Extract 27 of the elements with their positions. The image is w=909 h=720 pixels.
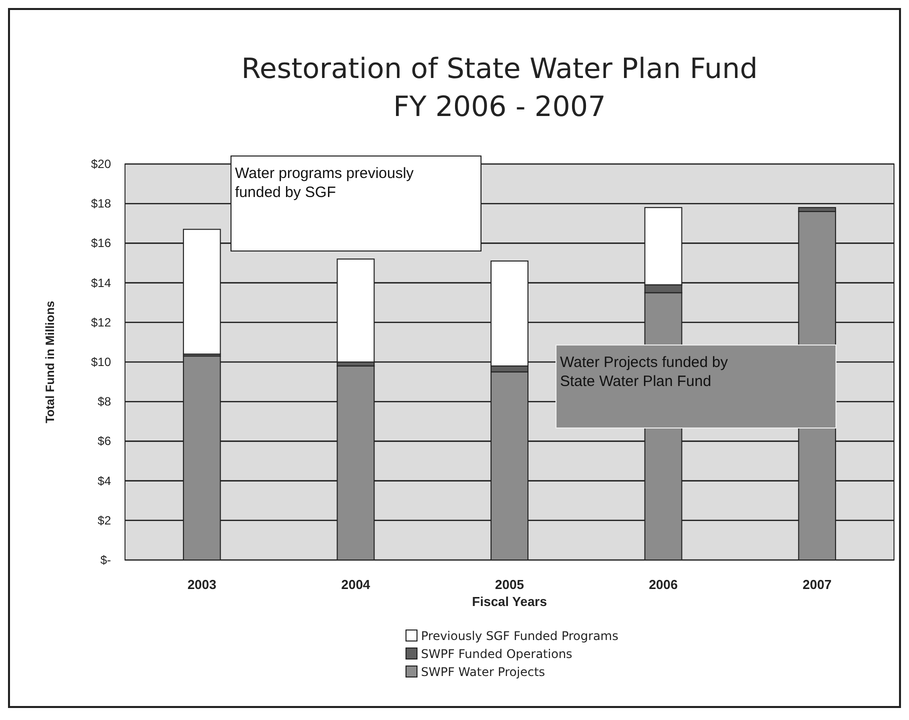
- x-tick-label: 2005: [495, 577, 524, 592]
- y-axis-title: Total Fund in Millions: [43, 300, 57, 424]
- annotation: Water Projects funded by State Water Plan Fund: [560, 354, 728, 390]
- chart-title: Restoration of State Water Plan Fund: [241, 52, 758, 85]
- y-tick-label: $18: [90, 196, 112, 211]
- y-tick-label: $20: [90, 157, 112, 171]
- chart-subtitle: FY 2006 - 2007: [393, 90, 606, 123]
- x-tick-label: 2007: [802, 577, 832, 592]
- y-tick-label: $12: [90, 315, 112, 330]
- legend-label: SWPF Water Projects: [421, 665, 546, 679]
- y-tick-label: $16: [90, 236, 112, 250]
- callout-box: Water Projects funded by State Water Plan Fund: [556, 344, 836, 428]
- x-tick-label: 2003: [187, 577, 216, 592]
- y-tick-label: $4: [98, 474, 112, 488]
- y-tick-label: $-: [100, 553, 111, 567]
- y-tick-label: $6: [98, 434, 112, 448]
- legend-label: Previously SGF Funded Programs: [421, 629, 618, 643]
- legend-label: SWPF Funded Operations: [421, 647, 572, 661]
- y-tick-label: $8: [98, 394, 112, 409]
- y-tick-label: $2: [98, 513, 112, 528]
- x-tick-label: 2006: [648, 577, 678, 592]
- x-tick-label: 2004: [341, 577, 371, 592]
- y-tick-label: $14: [90, 276, 112, 290]
- annotation: Water programs previously funded by SGF: [235, 165, 414, 201]
- x-axis-title: Fiscal Years: [472, 594, 547, 609]
- callout-box: Water programs previously funded by SGF: [230, 156, 482, 252]
- y-tick-label: $10: [90, 355, 112, 369]
